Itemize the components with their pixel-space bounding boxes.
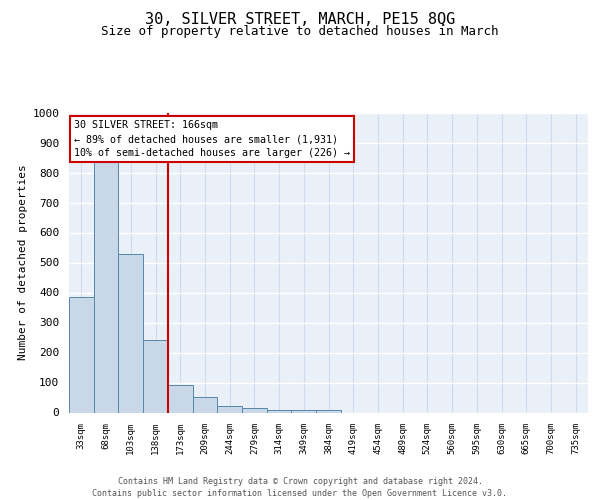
Y-axis label: Number of detached properties: Number of detached properties <box>18 164 28 360</box>
Bar <box>193 397 217 412</box>
Bar <box>69 297 94 412</box>
Bar <box>217 406 242 412</box>
Bar <box>118 254 143 412</box>
Bar <box>292 410 316 412</box>
Bar <box>94 162 118 412</box>
Bar <box>316 410 341 412</box>
Bar <box>143 340 168 412</box>
Bar <box>168 384 193 412</box>
Text: 30 SILVER STREET: 166sqm
← 89% of detached houses are smaller (1,931)
10% of sem: 30 SILVER STREET: 166sqm ← 89% of detach… <box>74 120 350 158</box>
Text: Contains HM Land Registry data © Crown copyright and database right 2024.
Contai: Contains HM Land Registry data © Crown c… <box>92 476 508 498</box>
Bar <box>267 410 292 412</box>
Text: 30, SILVER STREET, MARCH, PE15 8QG: 30, SILVER STREET, MARCH, PE15 8QG <box>145 12 455 28</box>
Text: Size of property relative to detached houses in March: Size of property relative to detached ho… <box>101 25 499 38</box>
Bar <box>242 408 267 412</box>
